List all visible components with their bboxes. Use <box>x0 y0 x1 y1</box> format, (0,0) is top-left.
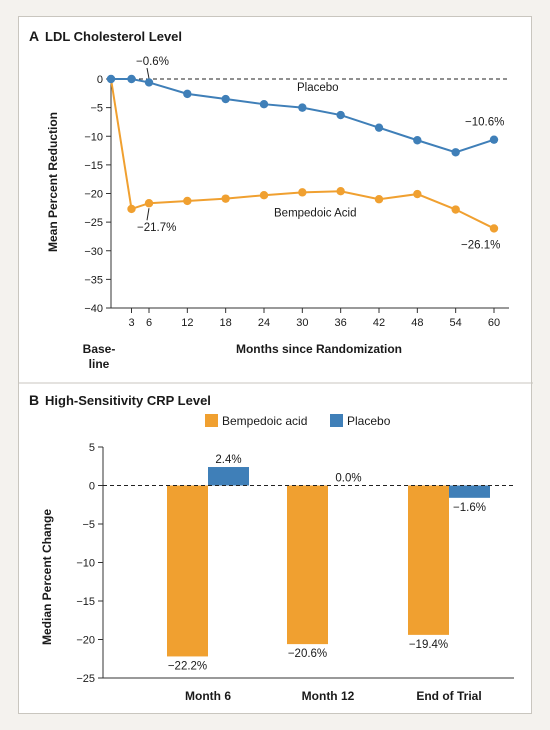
panel-a-letter: A <box>29 28 39 44</box>
panel-a-annotation: −26.1% <box>461 239 500 251</box>
panel-b-bar-label: −19.4% <box>409 639 448 651</box>
panel-b-ytick-label: 5 <box>89 442 95 454</box>
panel-b-category-label: Month 12 <box>302 689 355 703</box>
panel-a-baseline-label-1: Base- <box>83 342 116 356</box>
legend-label-placebo: Placebo <box>347 414 391 428</box>
panel-a-point-placebo <box>144 78 154 87</box>
panel-a-xtick-label: 6 <box>146 317 152 329</box>
panel-a-point-bempedoic <box>336 187 345 196</box>
panel-a-ytick-label: −20 <box>84 189 103 201</box>
panel-a-ylabel: Mean Percent Reduction <box>46 112 60 252</box>
panel-a-point-placebo <box>127 74 136 84</box>
panel-a-annotation: −0.6% <box>136 56 169 68</box>
panel-a-point-bempedoic <box>183 196 192 206</box>
panel-a-point-placebo <box>451 148 460 157</box>
panel-b-category-label: End of Trial <box>416 689 481 703</box>
panel-a-plot: 0 −5 −10 −15 −20 −25 −30 −35 −40 3 6 12 18 24 30 36 42 48… <box>84 56 509 329</box>
panel-a-xtick-label: 30 <box>296 317 308 329</box>
panel-b-bar-label: 0.0% <box>335 473 361 485</box>
panel-a-line-bempedoic <box>110 78 495 230</box>
panel-a-ytick-label: −40 <box>84 303 103 315</box>
panel-b-bar-placebo <box>208 467 249 486</box>
panel-a-xtick-label: 60 <box>488 317 500 329</box>
panel-b-ytick-label: −20 <box>76 635 95 647</box>
panel-b-bar-bempedoic <box>167 485 208 657</box>
panel-a-ytick-label: −15 <box>84 160 103 172</box>
panel-a-point-bempedoic <box>144 199 154 208</box>
panel-a-baseline-label-2: line <box>89 357 110 371</box>
panel-b-bar-label: −20.6% <box>288 648 327 660</box>
panel-a-ytick-label: −10 <box>84 131 103 143</box>
panel-a-point-bempedoic <box>451 205 460 214</box>
panel-a-ytick-label: 0 <box>97 74 103 86</box>
panel-a-point-placebo <box>374 123 384 132</box>
figure-frame: A LDL Cholesterol Level Mean Percent Red… <box>18 16 533 714</box>
panel-a-point-placebo <box>413 136 422 145</box>
panel-a-ytick-label: −30 <box>84 246 103 258</box>
panel-a-point-placebo <box>336 110 345 120</box>
panel-a-point-bempedoic <box>413 189 422 199</box>
legend-swatch-bempedoic <box>205 414 218 427</box>
panel-a-point-bempedoic <box>221 194 230 203</box>
panel-b-ytick-label: −25 <box>76 673 95 685</box>
panel-b-title: High-Sensitivity CRP Level <box>45 393 211 408</box>
panel-a-annotation-leader <box>146 67 150 79</box>
panel-a-xtick-label: 24 <box>258 317 270 329</box>
panel-a-series-label-placebo: Placebo <box>297 82 339 94</box>
panel-a-annotation-leader <box>146 208 150 221</box>
panel-b-ytick-label: −15 <box>76 596 95 608</box>
panel-a-point-placebo <box>489 135 499 144</box>
panel-a-xtick-label: 36 <box>335 317 347 329</box>
panel-a-xtick-label: 12 <box>181 317 193 329</box>
panel-b-bar-label: 2.4% <box>215 454 241 466</box>
panel-a-ytick-label: −35 <box>84 274 103 286</box>
panel-b-plot: 5 0 −5 −10 −15 −20 −25 Month 6 −22.2% 2.4% Month 1… <box>76 442 514 703</box>
panel-a-point-placebo <box>298 103 307 112</box>
panel-a-xtick-label: 48 <box>411 317 423 329</box>
panel-a-point-bempedoic <box>374 195 384 204</box>
legend-label-bempedoic: Bempedoic acid <box>222 414 307 428</box>
panel-a-xtick-label: 54 <box>450 317 462 329</box>
panel-a-title: LDL Cholesterol Level <box>45 29 182 44</box>
panel-b-ytick-label: −10 <box>76 558 95 570</box>
panel-b-bar-bempedoic <box>287 485 328 645</box>
panel-b-bar-label: −1.6% <box>453 502 486 514</box>
panel-b-letter: B <box>29 392 39 408</box>
panel-a-annotation: −21.7% <box>137 222 176 234</box>
panel-b-ylabel: Median Percent Change <box>40 509 54 645</box>
panel-a-xtick-label: 42 <box>373 317 385 329</box>
legend-swatch-placebo <box>330 414 343 427</box>
panel-a-point-placebo <box>183 89 192 99</box>
panel-a-point-bempedoic <box>489 224 499 233</box>
panel-a-ytick-label: −5 <box>90 103 103 115</box>
panel-b-category-label: Month 6 <box>185 689 231 703</box>
panel-a-xlabel: Months since Randomization <box>236 342 402 356</box>
panel-a-series-label-bempedoic: Bempedoic Acid <box>274 207 356 219</box>
panel-a-point-bempedoic <box>298 188 307 197</box>
figure-svg: A LDL Cholesterol Level Mean Percent Red… <box>19 28 533 703</box>
panel-a-xtick-label: 3 <box>128 317 134 329</box>
panel-b-bar-bempedoic <box>408 485 449 635</box>
panel-b-ytick-label: 0 <box>89 481 95 493</box>
panel-a-point-placebo <box>259 99 269 109</box>
panel-a-point-placebo <box>221 94 230 104</box>
panel-a-point-baseline <box>106 74 116 84</box>
panel-a-ytick-label: −25 <box>84 217 103 229</box>
panel-b-bar-label: −22.2% <box>168 660 207 672</box>
panel-a-xtick-label: 18 <box>220 317 232 329</box>
panel-a-annotation: −10.6% <box>465 117 504 129</box>
panel-a-point-bempedoic <box>259 191 269 200</box>
panel-a-point-bempedoic <box>127 204 136 214</box>
panel-b-bar-placebo <box>449 485 490 498</box>
panel-b-ytick-label: −5 <box>82 519 95 531</box>
